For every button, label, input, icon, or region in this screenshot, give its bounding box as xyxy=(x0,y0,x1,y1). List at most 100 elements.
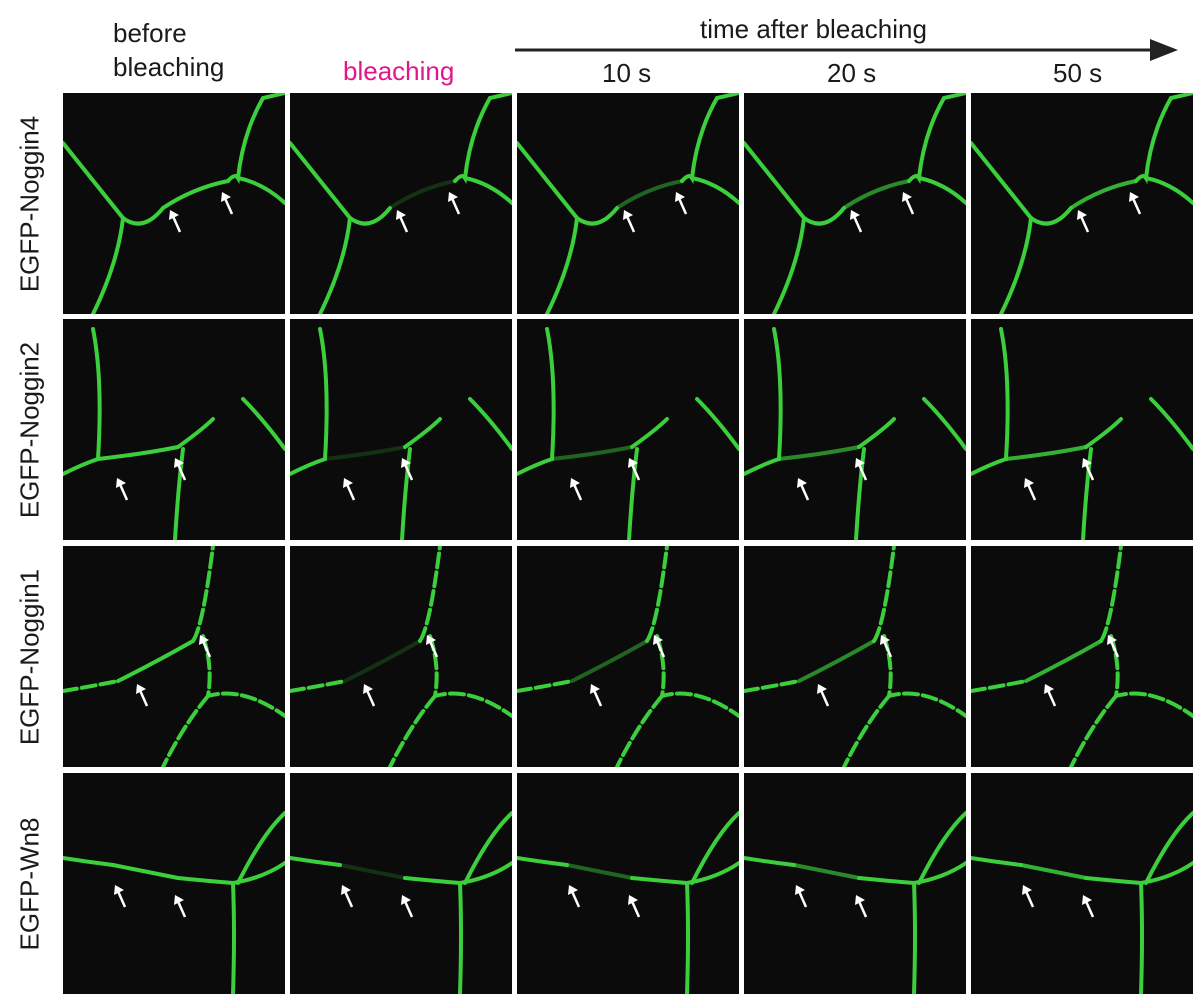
membrane xyxy=(971,679,1028,693)
micrograph xyxy=(744,319,966,540)
column-header: 20 s xyxy=(827,58,877,88)
membrane xyxy=(971,457,1008,476)
membrane xyxy=(690,811,739,885)
bleached-membrane xyxy=(1024,639,1103,683)
arrow xyxy=(1082,458,1095,481)
membrane xyxy=(428,634,512,718)
membrane xyxy=(922,397,966,451)
membrane xyxy=(231,881,236,994)
arrow-head xyxy=(855,895,865,905)
arrow xyxy=(795,885,808,908)
membrane xyxy=(91,327,102,461)
membrane xyxy=(907,93,966,185)
arrow xyxy=(174,458,187,481)
membrane xyxy=(690,176,739,205)
arrow xyxy=(136,684,149,707)
arrow xyxy=(1107,635,1120,658)
membrane xyxy=(290,457,327,476)
membrane xyxy=(290,679,347,693)
column-header: bleaching xyxy=(343,56,455,86)
arrow xyxy=(174,895,187,918)
membrane xyxy=(63,679,120,693)
membrane xyxy=(854,447,866,540)
membrane xyxy=(744,679,801,693)
membrane xyxy=(1149,397,1193,451)
membrane xyxy=(463,811,512,885)
membrane xyxy=(680,93,739,185)
arrow-head xyxy=(623,210,633,220)
membrane xyxy=(463,176,512,205)
membrane xyxy=(176,417,215,449)
arrow xyxy=(199,635,212,658)
bleached-membrane xyxy=(792,863,861,880)
membrane xyxy=(772,327,783,461)
arrow-head xyxy=(570,478,580,488)
arrow xyxy=(675,192,688,215)
column-header: before bleaching xyxy=(113,18,225,82)
membrane xyxy=(418,546,442,643)
micrograph xyxy=(971,93,1193,314)
row-label: EGFP-Noggin4 xyxy=(14,115,45,292)
membrane xyxy=(403,417,442,449)
bleached-membrane xyxy=(343,639,422,683)
micrograph xyxy=(971,773,1193,994)
arrow xyxy=(343,478,356,501)
membrane xyxy=(645,546,669,643)
arrow-head xyxy=(174,895,184,905)
micrograph xyxy=(63,319,285,540)
membrane xyxy=(176,861,285,886)
membrane xyxy=(388,694,437,767)
membrane xyxy=(161,694,210,767)
membrane xyxy=(91,216,125,314)
arrow xyxy=(396,210,409,233)
membrane xyxy=(999,327,1010,461)
arrow-head xyxy=(855,458,865,468)
micrograph xyxy=(63,773,285,994)
arrow xyxy=(1022,885,1035,908)
bleached-membrane xyxy=(116,639,195,683)
membrane xyxy=(971,856,1023,867)
arrow xyxy=(116,478,129,501)
arrow-head xyxy=(343,478,353,488)
bleached-membrane xyxy=(565,863,634,880)
membrane xyxy=(318,327,329,461)
arrow-head xyxy=(396,210,406,220)
arrow xyxy=(797,478,810,501)
arrow-head xyxy=(795,885,805,895)
membrane xyxy=(630,417,669,449)
membrane xyxy=(1084,417,1123,449)
membrane xyxy=(1134,93,1193,185)
membrane xyxy=(1144,176,1193,205)
arrow-head xyxy=(880,635,890,645)
membrane xyxy=(917,811,966,885)
bleached-membrane xyxy=(1019,863,1088,880)
arrow-head xyxy=(1077,210,1087,220)
arrow xyxy=(114,885,127,908)
membrane xyxy=(772,216,806,314)
arrow xyxy=(169,210,182,233)
membrane xyxy=(400,447,412,540)
arrow-head xyxy=(174,458,184,468)
membrane xyxy=(403,861,512,886)
membrane xyxy=(857,417,896,449)
arrow-head xyxy=(1129,192,1139,202)
arrow xyxy=(653,635,666,658)
membrane xyxy=(318,216,352,314)
arrow xyxy=(590,684,603,707)
arrow-head xyxy=(221,192,231,202)
micrograph xyxy=(290,546,512,767)
arrow-head xyxy=(1024,478,1034,488)
micrograph xyxy=(744,93,966,314)
arrow xyxy=(568,885,581,908)
micrograph xyxy=(63,546,285,767)
membrane xyxy=(545,327,556,461)
membrane xyxy=(917,176,966,205)
arrow xyxy=(850,210,863,233)
micrograph xyxy=(517,773,739,994)
bleached-membrane xyxy=(388,179,457,210)
arrow-head xyxy=(169,210,179,220)
arrow-head xyxy=(401,895,411,905)
arrow xyxy=(363,684,376,707)
bleached-membrane xyxy=(1069,179,1138,210)
